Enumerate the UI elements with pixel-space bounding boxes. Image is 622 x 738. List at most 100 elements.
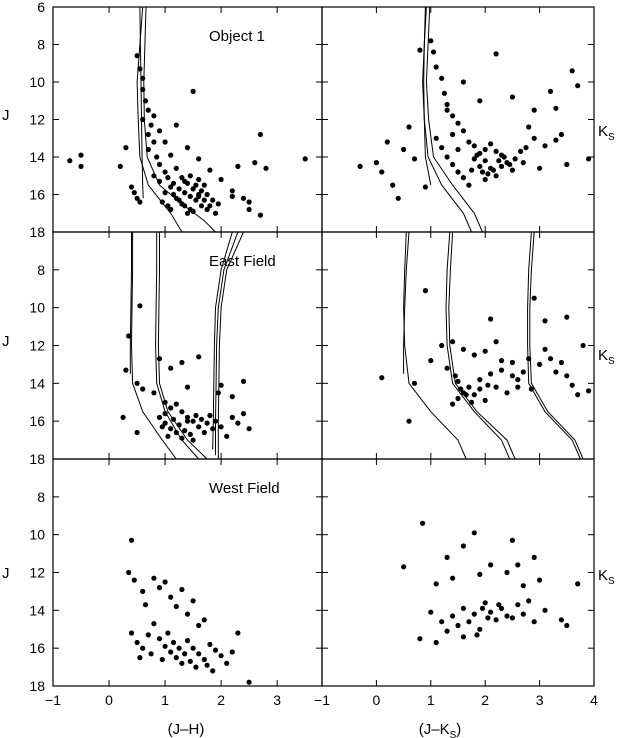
data-point [488, 141, 494, 147]
data-point [257, 212, 263, 218]
data-point [159, 424, 165, 430]
data-point [460, 543, 466, 549]
data-point [482, 348, 488, 354]
panel-frame [321, 231, 595, 460]
data-point [156, 414, 163, 420]
data-point [187, 431, 193, 437]
data-point [498, 605, 505, 612]
data-point [542, 346, 548, 352]
data-point [156, 128, 163, 134]
panel-annotation: East Field [209, 253, 276, 270]
data-point [159, 199, 165, 205]
data-point [190, 645, 196, 651]
data-point [207, 203, 213, 209]
data-point [509, 615, 515, 621]
data-point [441, 90, 447, 96]
data-point [212, 647, 219, 653]
data-point [485, 382, 491, 388]
data-point [471, 392, 477, 398]
data-point [182, 190, 188, 196]
isochrone-line [130, 232, 177, 460]
data-point [493, 384, 499, 390]
data-point [204, 662, 210, 668]
data-point [450, 339, 456, 345]
data-point [246, 679, 252, 685]
data-point [482, 146, 488, 153]
data-point [170, 191, 177, 198]
data-point [162, 643, 168, 649]
data-point [537, 361, 543, 367]
data-point [134, 53, 140, 59]
data-point [477, 377, 483, 383]
data-point [173, 165, 179, 171]
data-point [477, 386, 483, 392]
data-point [128, 630, 135, 636]
data-point [151, 621, 157, 627]
data-point [165, 203, 171, 209]
x-tick-label: −1 [314, 692, 330, 708]
data-point [212, 418, 219, 424]
data-point [564, 161, 570, 168]
y-tick-label: 12 [29, 565, 45, 581]
data-point [156, 161, 163, 168]
data-point [176, 186, 182, 192]
data-point [246, 199, 252, 205]
data-point [564, 622, 570, 629]
panel-frame [321, 458, 595, 687]
data-point [170, 180, 177, 186]
data-point [444, 107, 450, 113]
data-point [218, 176, 224, 183]
data-point [526, 124, 532, 130]
data-point [485, 615, 491, 621]
data-point [162, 139, 168, 145]
data-point [526, 356, 532, 362]
data-point [504, 613, 510, 619]
data-point [198, 203, 205, 209]
data-point [156, 585, 163, 591]
data-point [558, 359, 565, 366]
data-point [586, 156, 592, 162]
data-point [455, 378, 461, 384]
data-point [466, 619, 472, 625]
x-tick-label: 4 [590, 692, 598, 708]
data-point [471, 611, 477, 617]
data-point [257, 131, 263, 138]
y-tick-label: 16 [29, 413, 45, 429]
data-point [193, 412, 199, 419]
data-point [162, 420, 168, 426]
data-point [156, 178, 163, 184]
data-point [182, 428, 188, 434]
data-point [196, 354, 202, 360]
data-point [154, 154, 160, 160]
isochrone-line [129, 232, 132, 374]
data-point [564, 314, 570, 320]
data-point [580, 342, 586, 349]
data-point [140, 645, 146, 651]
y-tick-label: 8 [37, 37, 45, 53]
data-point [411, 380, 418, 386]
data-point [137, 66, 143, 72]
data-point [488, 371, 494, 377]
panel-frame [52, 231, 323, 460]
data-point [229, 394, 235, 400]
data-point [117, 163, 123, 169]
data-point [433, 135, 439, 141]
data-point [201, 429, 207, 436]
data-point [162, 169, 168, 175]
data-point [477, 98, 483, 104]
data-point [553, 369, 559, 375]
data-point [450, 161, 456, 168]
data-point [184, 210, 191, 216]
data-point [137, 199, 143, 205]
data-point [531, 619, 537, 625]
data-point [428, 609, 434, 615]
data-point [201, 617, 207, 623]
data-point [173, 429, 179, 436]
y-tick-label: 14 [29, 602, 45, 618]
data-point [547, 356, 554, 362]
data-point [168, 206, 174, 213]
y-tick-label: 18 [29, 451, 45, 467]
data-point [515, 602, 521, 608]
data-point [379, 169, 385, 175]
